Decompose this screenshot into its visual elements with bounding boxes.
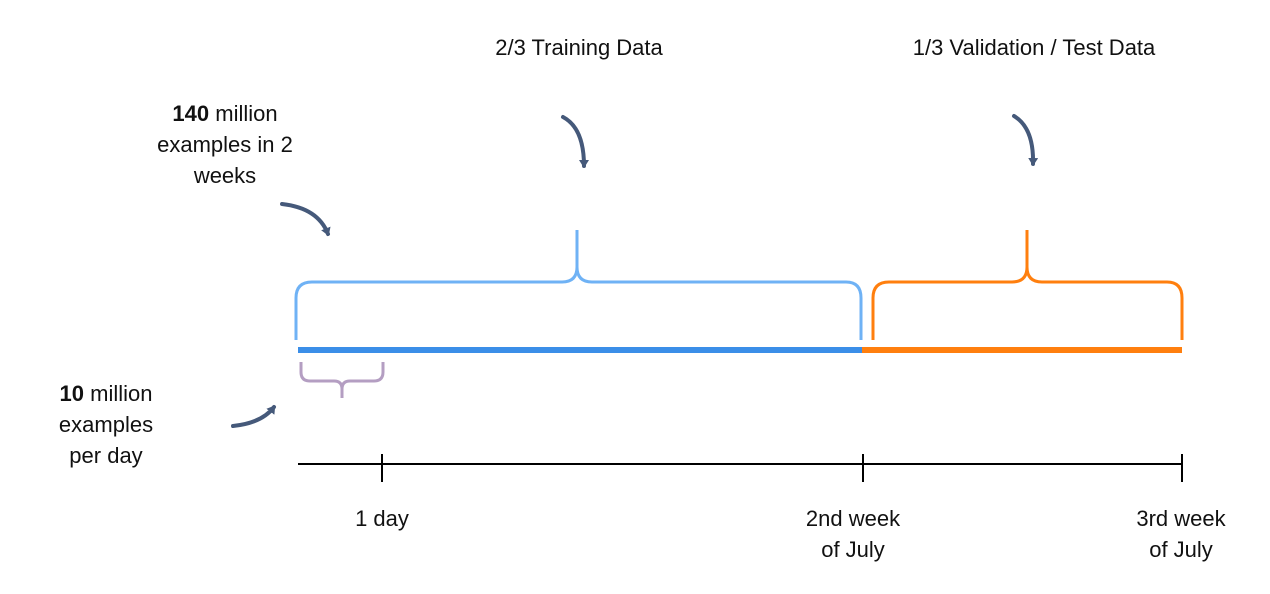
training-brace	[294, 230, 863, 340]
total-count: 140	[172, 101, 210, 126]
validation-label: 1/3 Validation / Test Data	[912, 35, 1156, 60]
arrow-to-training	[561, 115, 589, 168]
tick-label-3rd-week: 3rd week of July	[1111, 503, 1251, 565]
time-axis	[298, 454, 1183, 482]
tick-label-2nd-week: 2nd week of July	[783, 503, 923, 565]
tick-3rd-line2: of July	[1149, 537, 1213, 562]
total-examples-label: 140 million examples in 2 weeks	[124, 98, 326, 191]
per-day-unit: million	[84, 381, 153, 406]
total-unit: million	[209, 101, 278, 126]
per-day-label: 10 million examples per day	[30, 378, 182, 471]
validation-brace	[871, 230, 1184, 340]
arrow-to-total-bar	[280, 202, 331, 236]
training-label: 2/3 Training Data	[495, 35, 663, 60]
tick-3rd-line1: 3rd week	[1136, 506, 1226, 531]
arrow-to-validation	[1012, 114, 1039, 166]
per-day-line2: examples	[58, 412, 154, 437]
tick-2nd-line2: of July	[821, 537, 885, 562]
per-day-line3: per day	[69, 443, 143, 468]
total-line3: weeks	[193, 163, 257, 188]
day-brace	[299, 362, 385, 398]
total-line2: examples in 2	[157, 132, 293, 157]
tick-2nd-line1: 2nd week	[805, 506, 901, 531]
tick-label-1day: 1 day	[355, 506, 409, 531]
per-day-count: 10	[59, 381, 84, 406]
arrow-to-day-brace	[231, 405, 276, 428]
